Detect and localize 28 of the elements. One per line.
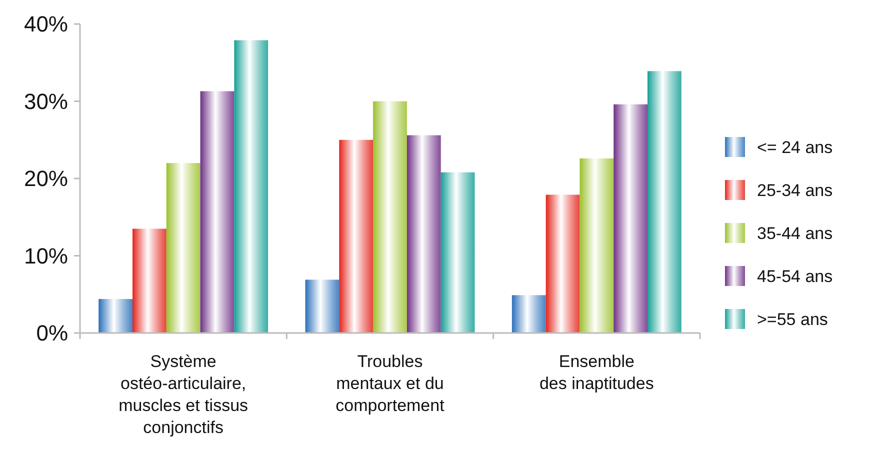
legend-label: >=55 ans — [757, 310, 828, 329]
bar — [132, 228, 166, 333]
legend-label: 25-34 ans — [757, 180, 833, 200]
bar — [648, 71, 682, 333]
legend-label: <= 24 ans — [757, 138, 833, 157]
bar — [580, 158, 614, 333]
bar — [614, 104, 648, 333]
bar — [234, 40, 268, 333]
legend-label: 45-54 ans — [757, 266, 833, 286]
bar — [373, 101, 407, 333]
bar — [305, 280, 340, 333]
legend-label: 35-44 ans — [757, 224, 833, 243]
x-tick-label: Ensemble des inaptitudes — [539, 352, 654, 393]
x-tick-label: Système ostéo-articulaire, muscles et tissus conjonctifs — [118, 352, 248, 437]
bar — [98, 299, 132, 333]
y-tick-label: 40% — [24, 12, 68, 37]
y-tick-label: 10% — [24, 243, 68, 268]
x-tick-label: Troubles mentaux et du comportement — [336, 352, 445, 415]
bar — [200, 91, 234, 333]
bar — [339, 140, 374, 333]
y-tick-label: 20% — [24, 166, 68, 192]
bar — [440, 172, 475, 333]
bar — [512, 295, 546, 333]
bar — [546, 194, 580, 333]
y-tick-label: 30% — [24, 88, 68, 114]
bar — [166, 163, 200, 333]
y-tick-label: 0% — [36, 320, 68, 346]
bar — [406, 135, 441, 333]
